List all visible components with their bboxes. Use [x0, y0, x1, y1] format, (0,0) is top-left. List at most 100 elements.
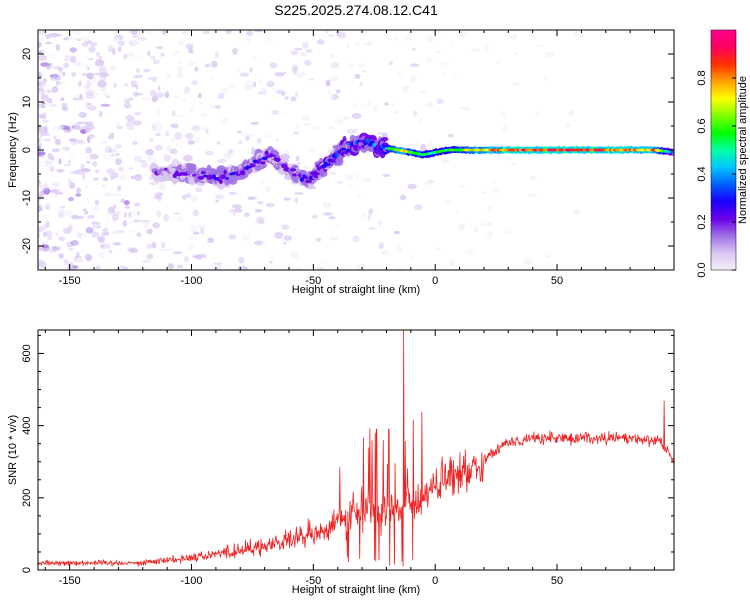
noise-speckle	[186, 192, 192, 199]
noise-speckle	[352, 128, 360, 134]
noise-speckle	[257, 91, 263, 95]
noise-speckle	[535, 44, 545, 47]
noise-speckle	[38, 208, 42, 212]
noise-speckle	[215, 199, 220, 203]
noise-speckle	[227, 148, 234, 155]
noise-speckle	[45, 202, 52, 208]
noise-speckle	[192, 231, 200, 235]
noise-speckle	[401, 84, 410, 92]
colorbar-tick-label: 0.8	[696, 70, 708, 85]
noise-speckle	[152, 222, 161, 229]
noise-speckle	[69, 138, 78, 142]
noise-speckle	[244, 81, 255, 87]
noise-speckle	[399, 194, 407, 201]
noise-speckle	[170, 137, 176, 142]
noise-speckle	[529, 175, 537, 181]
noise-speckle	[116, 152, 121, 156]
noise-speckle	[265, 186, 271, 192]
noise-speckle	[77, 139, 83, 142]
noise-speckle	[39, 190, 44, 198]
noise-speckle	[42, 187, 51, 195]
noise-speckle	[274, 231, 284, 239]
noise-speckle	[62, 71, 66, 77]
snr-y-label: SNR (10 * v/v)	[7, 415, 19, 485]
noise-speckle	[75, 193, 82, 197]
noise-speckle	[284, 96, 289, 100]
noise-speckle	[152, 59, 160, 64]
ridge-core	[335, 153, 339, 157]
noise-speckle	[535, 110, 541, 117]
noise-speckle	[269, 62, 278, 69]
noise-speckle	[107, 211, 112, 218]
x-tick-label: -150	[59, 575, 81, 587]
noise-speckle	[87, 102, 92, 106]
ridge-core	[304, 175, 308, 180]
noise-speckle	[329, 171, 337, 176]
noise-speckle	[97, 80, 107, 88]
noise-speckle	[295, 123, 300, 130]
x-tick-label: 0	[432, 275, 438, 287]
noise-speckle	[118, 176, 125, 180]
noise-speckle	[53, 135, 57, 140]
ridge-core	[220, 174, 226, 179]
noise-speckle	[48, 53, 56, 59]
noise-speckle	[451, 42, 455, 48]
noise-speckle	[362, 70, 366, 73]
noise-speckle	[136, 68, 140, 74]
noise-speckle	[486, 206, 494, 212]
noise-speckle	[47, 233, 53, 241]
noise-speckle	[283, 197, 291, 201]
noise-speckle	[330, 61, 340, 69]
colorbar-label: Normalized spectral amplitude	[737, 76, 749, 224]
ridge-core	[345, 148, 351, 153]
noise-speckle	[294, 197, 299, 204]
noise-speckle	[131, 39, 140, 46]
noise-speckle	[64, 55, 70, 62]
ridge-core	[223, 169, 227, 175]
ridge-core	[169, 167, 176, 173]
noise-speckle	[496, 58, 501, 65]
noise-speckle	[160, 182, 166, 187]
noise-speckle	[63, 62, 70, 69]
noise-speckle	[217, 92, 225, 100]
noise-speckle	[232, 210, 236, 217]
noise-speckle	[84, 89, 95, 96]
noise-speckle	[69, 122, 77, 125]
noise-speckle	[165, 144, 171, 152]
noise-speckle	[334, 223, 341, 230]
ridge-core	[205, 171, 210, 175]
noise-speckle	[72, 30, 81, 36]
noise-speckle	[157, 108, 161, 116]
noise-speckle	[388, 61, 393, 66]
noise-speckle	[312, 214, 318, 219]
noise-speckle	[390, 102, 395, 107]
noise-speckle	[142, 221, 150, 228]
noise-speckle	[190, 225, 197, 233]
noise-speckle	[300, 52, 308, 57]
noise-speckle	[328, 34, 335, 37]
noise-speckle	[303, 122, 311, 127]
spectrogram-x-label: Height of straight line (km)	[292, 284, 420, 296]
noise-speckle	[204, 63, 211, 68]
noise-speckle	[175, 143, 183, 149]
noise-speckle	[296, 267, 302, 270]
noise-speckle	[512, 81, 521, 86]
noise-speckle	[435, 247, 442, 251]
noise-speckle	[354, 42, 360, 46]
ridge-core	[341, 147, 346, 151]
noise-speckle	[257, 78, 263, 84]
noise-speckle	[58, 253, 64, 259]
noise-speckle	[172, 251, 183, 255]
noise-speckle	[156, 195, 162, 202]
snr-y-ticks: 0 200 400 600	[21, 334, 674, 573]
x-tick-label: 0	[432, 575, 438, 587]
noise-speckle	[310, 125, 319, 130]
noise-speckle	[377, 218, 384, 226]
noise-speckle	[335, 30, 340, 36]
noise-speckle	[358, 63, 366, 68]
noise-speckle	[500, 110, 506, 118]
noise-speckle	[66, 241, 74, 248]
noise-speckle	[420, 90, 427, 95]
noise-speckle	[346, 183, 353, 189]
ridge-core	[259, 161, 266, 165]
